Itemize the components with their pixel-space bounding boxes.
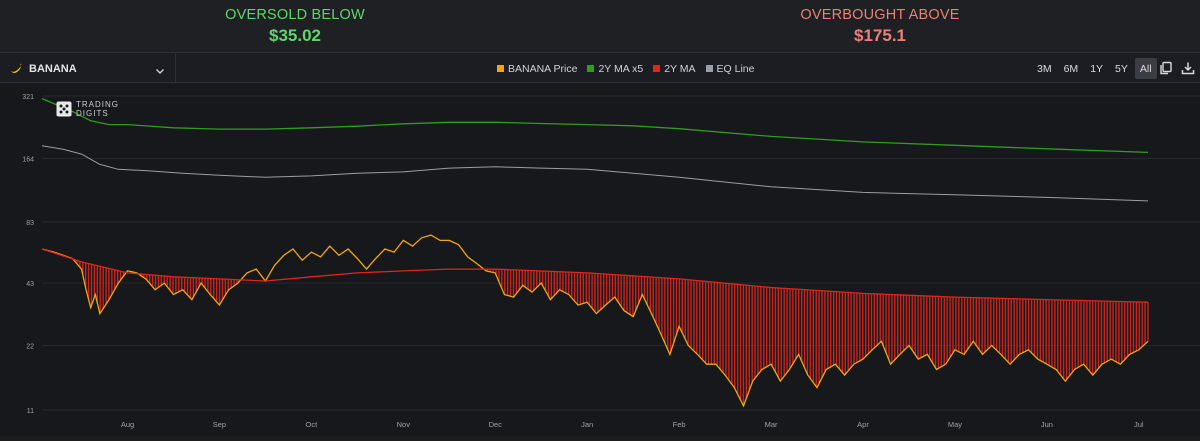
x-tick-label: Jun xyxy=(1041,420,1053,429)
ticker-select[interactable]: BANANA xyxy=(0,54,176,83)
series-line-eq-line xyxy=(41,145,1149,202)
legend-item-2y-ma[interactable]: 2Y MA xyxy=(653,62,696,75)
x-tick-label: Jan xyxy=(581,420,593,429)
stats-header: OVERSOLD BELOW $35.02 OVERBOUGHT ABOVE $… xyxy=(0,0,1200,53)
legend-item-eq-line[interactable]: EQ Line xyxy=(705,62,755,75)
x-tick-label: Apr xyxy=(857,420,869,429)
trading-digits-logo-icon xyxy=(56,101,72,117)
chevron-down-icon xyxy=(155,63,165,74)
ticker-name: BANANA xyxy=(29,62,77,75)
y-tick-label: 83 xyxy=(26,220,34,227)
y-tick-label: 22 xyxy=(26,343,34,350)
oversold-value: $35.02 xyxy=(269,26,321,45)
x-tick-label: Oct xyxy=(306,420,319,429)
range-3m-button[interactable]: 3M xyxy=(1037,62,1052,75)
copy-icon[interactable] xyxy=(1159,61,1173,75)
series-line-2y-ma xyxy=(41,248,1149,303)
watermark-line1: TRADING xyxy=(76,100,119,109)
legend-swatch-2y-ma xyxy=(653,65,661,72)
legend-item-price[interactable]: BANANA Price xyxy=(497,63,577,75)
series-line-2y-ma-x5 xyxy=(41,98,1149,154)
range-6m-button[interactable]: 6M xyxy=(1063,62,1079,75)
y-tick-label: 43 xyxy=(26,281,34,288)
x-tick-label: Jul xyxy=(1134,420,1144,429)
x-tick-label: Aug xyxy=(121,420,134,429)
chart-area[interactable]: 321 164 83 43 22 11 Aug Sep Oct Nov Dec Jan Feb Mar A… xyxy=(0,84,1200,436)
y-tick-label: 321 xyxy=(22,94,34,101)
x-tick-label: Dec xyxy=(489,420,503,429)
overbought-value: $175.1 xyxy=(854,26,906,45)
range-1y-button[interactable]: 1Y xyxy=(1090,62,1104,75)
legend-swatch-2y-ma-x5 xyxy=(587,65,595,72)
x-tick-label: Sep xyxy=(213,420,226,429)
x-tick-label: May xyxy=(948,420,962,429)
legend-label-price: BANANA Price xyxy=(508,62,578,75)
series-line-banana-price xyxy=(41,234,1149,408)
range-all-button[interactable]: All xyxy=(1134,58,1157,79)
overbought-stat: OVERBOUGHT ABOVE $175.1 xyxy=(730,7,1030,46)
x-tick-label: Feb xyxy=(673,420,686,429)
legend-swatch-eq-line xyxy=(705,65,713,72)
range-5y-button[interactable]: 5Y xyxy=(1115,62,1128,75)
oversold-stat: OVERSOLD BELOW $35.02 xyxy=(145,7,445,46)
overbought-label: OVERBOUGHT ABOVE xyxy=(800,7,960,23)
watermark: TRADING DIGITS xyxy=(56,100,119,118)
legend-label-2y-ma-x5: 2Y MA x5 xyxy=(598,62,644,75)
download-icon[interactable] xyxy=(1181,61,1195,75)
oversold-label: OVERSOLD BELOW xyxy=(225,7,365,23)
chart-toolbar: BANANA BANANA Price 2Y MA x5 2Y MA EQ Li… xyxy=(0,54,1200,83)
legend-swatch-price xyxy=(497,65,504,72)
legend-item-2y-ma-x5[interactable]: 2Y MA x5 xyxy=(587,63,643,75)
legend-label-2y-ma: 2Y MA xyxy=(664,62,696,75)
price-chart: 321 164 83 43 22 11 Aug Sep Oct Nov Dec Jan Feb Mar A… xyxy=(22,94,1200,429)
chart-legend: BANANA Price 2Y MA x5 2Y MA EQ Line xyxy=(497,54,754,83)
x-tick-label: Nov xyxy=(397,420,411,429)
y-tick-label: 11 xyxy=(27,408,34,415)
legend-label-eq-line: EQ Line xyxy=(716,62,755,75)
y-tick-label: 164 xyxy=(22,157,34,164)
range-selector: 3M 6M 1Y 5Y All xyxy=(1032,58,1157,79)
x-tick-label: Mar xyxy=(765,420,778,429)
banana-icon xyxy=(9,62,23,76)
watermark-line2: DIGITS xyxy=(76,109,109,118)
